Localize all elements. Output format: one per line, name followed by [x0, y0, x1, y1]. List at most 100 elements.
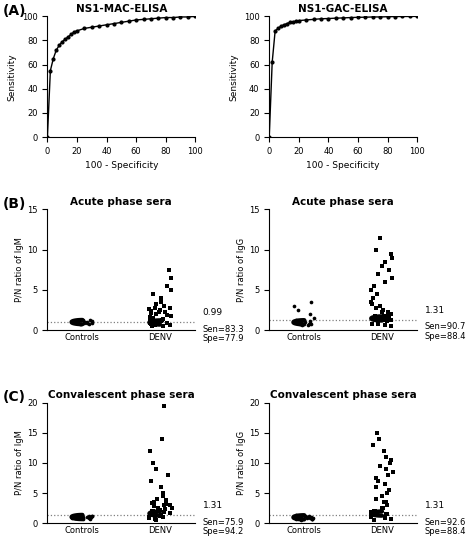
Point: [167, 311, 175, 320]
Point: [146, 318, 154, 327]
Point: [383, 313, 391, 322]
Point: [159, 513, 167, 522]
Point: [81, 318, 89, 326]
Point: [370, 507, 378, 516]
Point: [294, 306, 302, 314]
Point: [372, 303, 380, 312]
Point: [156, 506, 164, 514]
Point: [367, 512, 375, 520]
Point: [161, 501, 168, 510]
Point: [149, 319, 157, 328]
Point: [385, 486, 393, 494]
Point: [372, 474, 380, 482]
Point: [152, 464, 160, 473]
Text: (A): (A): [3, 4, 27, 19]
Point: [147, 306, 155, 315]
Point: [157, 298, 164, 306]
Point: [83, 318, 91, 327]
Point: [166, 508, 173, 517]
Point: [298, 317, 305, 326]
Point: [373, 428, 381, 437]
Point: [310, 314, 318, 323]
Point: [149, 318, 157, 326]
Point: [71, 513, 79, 522]
Point: [304, 512, 311, 521]
Point: [382, 452, 390, 461]
Point: [76, 319, 84, 328]
Point: [382, 277, 389, 286]
Point: [384, 470, 392, 479]
Point: [301, 318, 309, 327]
Point: [305, 320, 313, 329]
Point: [79, 514, 87, 523]
Point: [72, 317, 80, 326]
Point: [72, 317, 79, 325]
Point: [75, 513, 82, 522]
Point: [374, 476, 382, 485]
Point: [387, 456, 395, 464]
Point: [375, 434, 383, 443]
Point: [381, 513, 388, 522]
Title: NS1-GAC-ELISA: NS1-GAC-ELISA: [299, 4, 388, 14]
Point: [385, 265, 393, 274]
Point: [378, 492, 386, 500]
Point: [378, 504, 386, 512]
Point: [380, 311, 387, 320]
Point: [384, 310, 392, 318]
Text: Spe=94.2: Spe=94.2: [203, 528, 244, 536]
Point: [157, 483, 165, 492]
Point: [374, 318, 382, 326]
Point: [88, 511, 96, 520]
Point: [152, 514, 159, 523]
Point: [72, 318, 80, 327]
Point: [385, 313, 393, 322]
Point: [372, 495, 380, 504]
Point: [307, 319, 315, 328]
Title: Acute phase sera: Acute phase sera: [71, 197, 172, 207]
Point: [367, 508, 374, 517]
Point: [79, 316, 87, 325]
Point: [292, 318, 300, 327]
Title: Convalescent phase sera: Convalescent phase sera: [270, 390, 417, 401]
Point: [369, 511, 376, 520]
Point: [160, 489, 167, 498]
Point: [303, 514, 311, 523]
Point: [373, 510, 381, 519]
Point: [308, 513, 316, 522]
Point: [297, 512, 305, 521]
Point: [372, 483, 380, 492]
Point: [83, 513, 91, 522]
Point: [160, 508, 167, 517]
Point: [168, 504, 175, 512]
Point: [152, 310, 159, 318]
Point: [163, 318, 171, 327]
Point: [387, 310, 395, 318]
Point: [148, 499, 155, 507]
Title: Acute phase sera: Acute phase sera: [292, 197, 394, 207]
Point: [382, 257, 389, 266]
Point: [73, 512, 81, 521]
Point: [86, 316, 94, 325]
Point: [159, 434, 166, 443]
Text: 1.31: 1.31: [425, 306, 445, 315]
Point: [149, 289, 157, 298]
Point: [162, 496, 169, 505]
Y-axis label: Sensitivity: Sensitivity: [8, 53, 17, 100]
Point: [309, 514, 316, 523]
Point: [292, 514, 300, 523]
Point: [81, 319, 88, 328]
Point: [75, 317, 82, 325]
Point: [74, 318, 82, 327]
Point: [378, 314, 385, 323]
Point: [382, 480, 389, 488]
Point: [161, 308, 168, 317]
Y-axis label: Sensitivity: Sensitivity: [229, 53, 238, 100]
Point: [382, 510, 390, 518]
Point: [305, 320, 312, 329]
Point: [306, 310, 314, 318]
Point: [149, 506, 156, 515]
Point: [298, 321, 306, 330]
Point: [292, 511, 300, 520]
Point: [369, 294, 377, 302]
Point: [374, 289, 381, 298]
